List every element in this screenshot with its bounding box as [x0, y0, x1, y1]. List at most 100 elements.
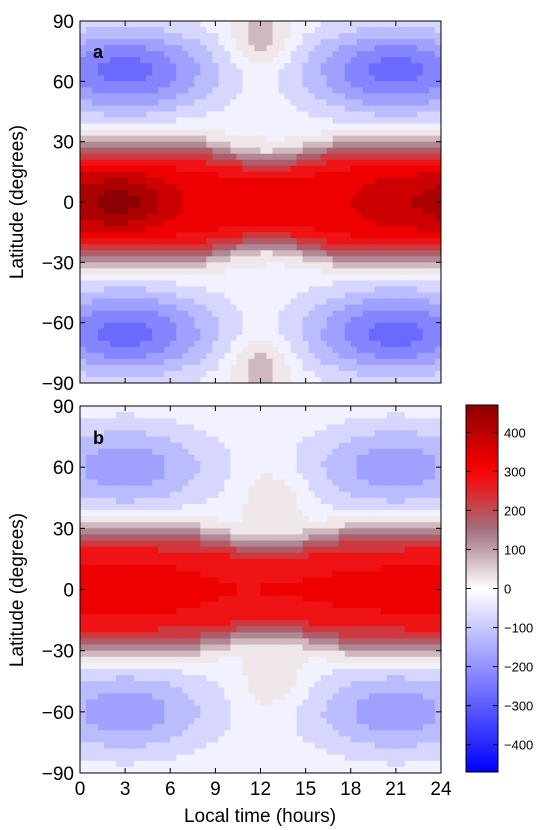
contour-cell: [350, 376, 358, 383]
contour-cell: [116, 644, 123, 652]
contour-cell: [164, 546, 171, 554]
contour-cell: [104, 177, 111, 185]
contour-cell: [86, 711, 93, 719]
contour-cell: [428, 183, 436, 191]
contour-cell: [374, 202, 382, 209]
contour-cell: [242, 226, 250, 233]
contour-cell: [134, 33, 141, 40]
contour-cell: [122, 497, 129, 505]
contour-cell: [164, 601, 171, 609]
contour-cell: [314, 214, 322, 221]
contour-cell: [80, 766, 87, 773]
contour-cell: [338, 214, 346, 221]
contour-cell: [212, 63, 219, 70]
contour-cell: [260, 171, 268, 179]
contour-cell: [146, 479, 153, 487]
contour-cell: [116, 418, 123, 425]
contour-cell: [158, 214, 165, 221]
contour-cell: [176, 75, 183, 82]
contour-cell: [86, 352, 93, 360]
contour-cell: [428, 165, 436, 173]
contour-cell: [338, 358, 346, 366]
contour-cell: [122, 177, 129, 185]
contour-cell: [278, 238, 286, 245]
contour-cell: [158, 687, 165, 695]
contour-cell: [80, 123, 87, 131]
contour-cell: [176, 268, 183, 275]
contour-cell: [356, 33, 364, 40]
contour-cell: [224, 87, 232, 94]
contour-cell: [158, 583, 165, 591]
contour-cell: [404, 45, 412, 52]
contour-cell: [206, 442, 213, 450]
contour-cell: [146, 650, 153, 658]
contour-cell: [104, 183, 111, 191]
contour-cell: [152, 177, 159, 185]
contour-cell: [86, 304, 93, 312]
contour-cell: [212, 250, 219, 257]
contour-cell: [296, 322, 304, 330]
contour-cell: [104, 565, 111, 572]
contour-cell: [80, 111, 87, 119]
contour-cell: [302, 189, 310, 197]
contour-cell: [422, 364, 430, 372]
contour-cell: [212, 51, 219, 58]
contour-cell: [230, 274, 238, 282]
contour-cell: [338, 208, 346, 215]
contour-cell: [122, 699, 129, 707]
contour-cell: [242, 183, 250, 191]
contour-cell: [140, 159, 147, 167]
contour-cell: [182, 650, 189, 658]
contour-cell: [266, 63, 274, 70]
contour-cell: [224, 274, 232, 282]
contour-cell: [338, 220, 346, 227]
contour-cell: [206, 540, 213, 548]
contour-cell: [164, 340, 171, 348]
contour-cell: [260, 153, 268, 161]
contour-cell: [110, 669, 117, 676]
contour-cell: [122, 111, 129, 119]
contour-cell: [278, 352, 286, 360]
contour-cell: [212, 81, 219, 88]
contour-cell: [152, 195, 159, 203]
contour-cell: [116, 491, 123, 499]
contour-cell: [92, 274, 99, 282]
contour-cell: [176, 571, 183, 578]
contour-cell: [170, 699, 177, 707]
contour-cell: [320, 286, 328, 294]
contour-cell: [176, 99, 183, 107]
contour-cell: [260, 238, 268, 245]
contour-cell: [86, 81, 93, 88]
contour-cell: [212, 528, 219, 536]
contour-cell: [290, 93, 298, 101]
contour-cell: [122, 528, 129, 536]
contour-cell: [104, 280, 111, 288]
contour-cell: [374, 346, 382, 354]
contour-cell: [152, 650, 159, 658]
contour-cell: [146, 238, 153, 245]
contour-cell: [122, 202, 129, 209]
contour-cell: [158, 669, 165, 676]
contour-cell: [134, 81, 141, 88]
contour-cell: [362, 189, 370, 197]
contour-cell: [398, 226, 406, 233]
contour-cell: [98, 105, 105, 113]
contour-cell: [422, 340, 430, 348]
contour-cell: [296, 286, 304, 294]
contour-cell: [176, 322, 183, 330]
contour-cell: [224, 93, 232, 101]
contour-cell: [104, 430, 111, 438]
contour-cell: [404, 286, 412, 294]
contour-cell: [146, 638, 153, 646]
contour-cell: [158, 461, 165, 468]
contour-cell: [86, 607, 93, 615]
contour-cell: [116, 99, 123, 107]
contour-cell: [80, 522, 87, 529]
contour-cell: [80, 730, 87, 737]
contour-cell: [104, 522, 111, 529]
contour-cell: [80, 479, 87, 487]
contour-cell: [290, 352, 298, 360]
contour-cell: [170, 111, 177, 119]
contour-cell: [152, 461, 159, 468]
contour-cell: [308, 75, 316, 82]
